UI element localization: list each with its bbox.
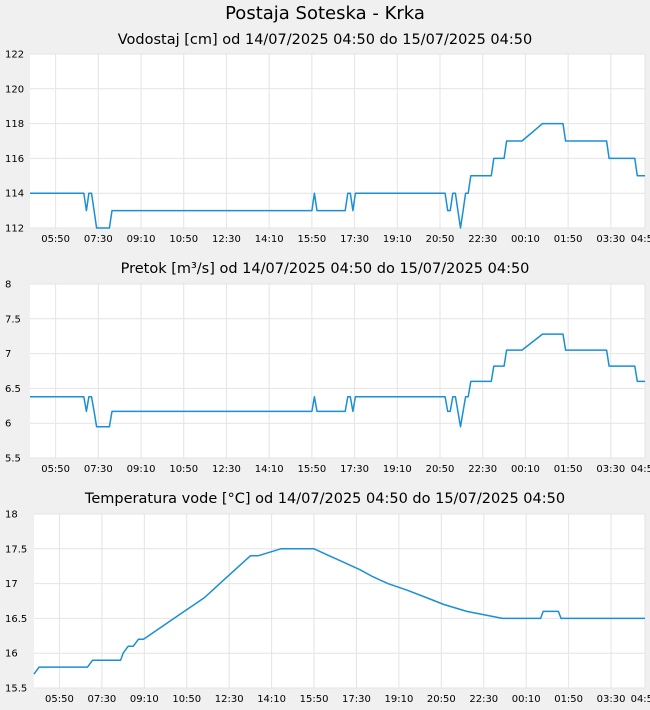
x-tick-label: 19:10 (384, 694, 413, 705)
y-tick-label: 7 (5, 349, 11, 360)
x-tick-label: 17:30 (340, 234, 369, 245)
x-tick-label: 12:30 (215, 694, 244, 705)
y-tick-label: 5.5 (5, 454, 21, 465)
x-tick-label: 14:10 (255, 234, 284, 245)
y-tick-label: 16 (5, 649, 18, 660)
y-tick-label: 16.5 (5, 614, 27, 625)
x-tick-label: 07:30 (84, 464, 113, 475)
y-tick-label: 6.5 (5, 384, 21, 395)
x-tick-label: 15:50 (297, 464, 326, 475)
y-tick-label: 17.5 (5, 544, 27, 555)
x-tick-label: 12:30 (212, 464, 241, 475)
chart-title-temperatura: Temperatura vode [°C] od 14/07/2025 04:5… (84, 491, 566, 507)
x-tick-label: 04:50 (631, 694, 650, 705)
y-tick-label: 122 (5, 50, 24, 61)
x-tick-label: 09:10 (130, 694, 159, 705)
y-tick-label: 118 (5, 119, 24, 130)
x-tick-label: 10:50 (172, 694, 201, 705)
x-tick-label: 17:30 (340, 464, 369, 475)
y-tick-label: 116 (5, 154, 24, 165)
chart-vodostaj: 112 114 116 118 120 122 05:50 07:30 09:10 10:50 12… (5, 50, 650, 246)
series-line (33, 548, 645, 675)
chart-title-vodostaj: Vodostaj [cm] od 14/07/2025 04:50 do 15/… (117, 32, 533, 48)
x-tick-label: 04:50 (631, 234, 650, 245)
x-tick-label: 03:30 (597, 694, 626, 705)
y-tick-label: 120 (5, 84, 24, 95)
x-tick-label: 05:50 (41, 464, 70, 475)
x-tick-label: 22:30 (469, 694, 498, 705)
y-tick-label: 112 (5, 224, 24, 235)
x-tick-label: 01:50 (554, 464, 583, 475)
x-tick-label: 19:10 (383, 464, 412, 475)
y-tick-label: 114 (5, 189, 24, 200)
series-line (30, 333, 645, 428)
x-tick-label: 15:50 (297, 234, 326, 245)
x-tick-label: 09:10 (127, 234, 156, 245)
x-tick-label: 20:50 (426, 464, 455, 475)
x-tick-label: 07:30 (84, 234, 113, 245)
series-line (30, 122, 645, 229)
y-tick-label: 7.5 (5, 314, 21, 325)
x-tick-label: 03:30 (596, 464, 625, 475)
x-tick-label: 05:50 (41, 234, 70, 245)
chart-temperatura: 15.5 16 16.5 17 17.5 18 05:50 07:30 09:10 10:50 12… (5, 510, 650, 706)
y-tick-label: 8 (5, 280, 11, 291)
y-tick-label: 15.5 (5, 684, 27, 695)
x-tick-label: 05:50 (45, 694, 74, 705)
x-tick-label: 07:30 (87, 694, 116, 705)
x-tick-label: 00:10 (511, 464, 540, 475)
plot-area (30, 284, 645, 458)
chart-title-pretok: Pretok [m³/s] od 14/07/2025 04:50 do 15/… (120, 261, 530, 277)
x-tick-label: 00:10 (511, 234, 540, 245)
plot-area (34, 514, 645, 688)
x-tick-label: 22:30 (468, 464, 497, 475)
x-tick-label: 03:30 (596, 234, 625, 245)
x-tick-label: 22:30 (468, 234, 497, 245)
x-tick-label: 19:10 (383, 234, 412, 245)
x-tick-label: 17:30 (342, 694, 371, 705)
x-tick-label: 09:10 (127, 464, 156, 475)
x-tick-label: 12:30 (212, 234, 241, 245)
x-tick-label: 00:10 (512, 694, 541, 705)
x-tick-label: 14:10 (257, 694, 286, 705)
y-tick-label: 18 (5, 510, 18, 521)
x-tick-label: 20:50 (426, 234, 455, 245)
y-tick-label: 6 (5, 419, 11, 430)
x-tick-label: 04:50 (631, 464, 650, 475)
chart-pretok: 5.5 6 6.5 7 7.5 8 05:50 07:30 09:10 10:50 12:30 14:… (5, 280, 650, 476)
x-tick-label: 20:50 (427, 694, 456, 705)
x-tick-label: 15:50 (300, 694, 329, 705)
x-tick-label: 01:50 (554, 694, 583, 705)
x-tick-label: 14:10 (255, 464, 284, 475)
x-tick-label: 01:50 (554, 234, 583, 245)
y-tick-label: 17 (5, 579, 18, 590)
x-tick-label: 10:50 (169, 464, 198, 475)
plot-area (30, 54, 645, 228)
x-tick-label: 10:50 (169, 234, 198, 245)
page-title: Postaja Soteska - Krka (225, 3, 425, 24)
